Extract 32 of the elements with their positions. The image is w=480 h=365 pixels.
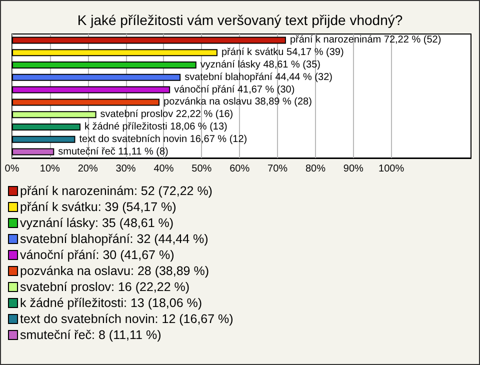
x-tick-label: 30% — [116, 164, 136, 174]
text: svatební proslov: 16 (22,22 %) — [20, 280, 190, 294]
text: k žádné příležitosti: 13 (18,06 %) — [20, 296, 202, 310]
x-tick-label: 80% — [305, 164, 326, 174]
x-tick-label: 10% — [40, 164, 60, 174]
data-label: přání k svátku 54,17 % (39) — [221, 47, 344, 58]
text: vyznání lásky: 35 (48,61 %) — [20, 216, 174, 230]
text: text do svatebních novin: 12 (16,67 %) — [20, 312, 234, 326]
data-label: přání k narozeninám 72,22 % (52) — [290, 34, 442, 46]
x-tick-label: 40% — [154, 164, 174, 174]
x-tick-label: 100% — [378, 164, 404, 174]
data-label: smuteční řeč 11,11 % (8) — [58, 146, 168, 158]
x-tick-label: 0% — [4, 164, 20, 174]
data-label: text do svatebních novin 16,67 % (12) — [79, 134, 248, 145]
data-label: svatební blahopřání 44,44 % (32) — [184, 72, 332, 83]
text: pozvánka na oslavu: 28 (38,89 %) — [20, 264, 210, 278]
text: smuteční řeč: 8 (11,11 %) — [20, 328, 162, 342]
data-label: vánoční přání 41,67 % (30) — [174, 84, 295, 96]
x-tick-label: 70% — [268, 164, 288, 174]
data-label: vyznání lásky 48,61 % (35) — [200, 60, 320, 70]
chart-title: K jaké příležitosti vám veršovaný text přijde vhodný? — [77, 12, 403, 28]
text: vánoční přání: 30 (41,67 %) — [20, 248, 174, 262]
x-tick-label: 60% — [230, 164, 250, 174]
data-label: svatební proslov 22,22 % (16) — [100, 109, 234, 120]
x-tick-label: 50% — [192, 164, 212, 174]
data-label: k žádné příležitosti 18,06 % (13) — [84, 122, 228, 132]
data-label: pozvánka na oslavu 38,89 % (28) — [164, 96, 312, 108]
text: přání k narozeninám: 52 (72,22 %) — [20, 184, 212, 198]
x-tick-label: 90% — [343, 164, 364, 174]
x-tick-label: 20% — [78, 164, 98, 174]
text: přání k svátku: 39 (54,17 %) — [20, 200, 176, 214]
text: svatební blahopřání: 32 (44,44 %) — [20, 232, 208, 246]
